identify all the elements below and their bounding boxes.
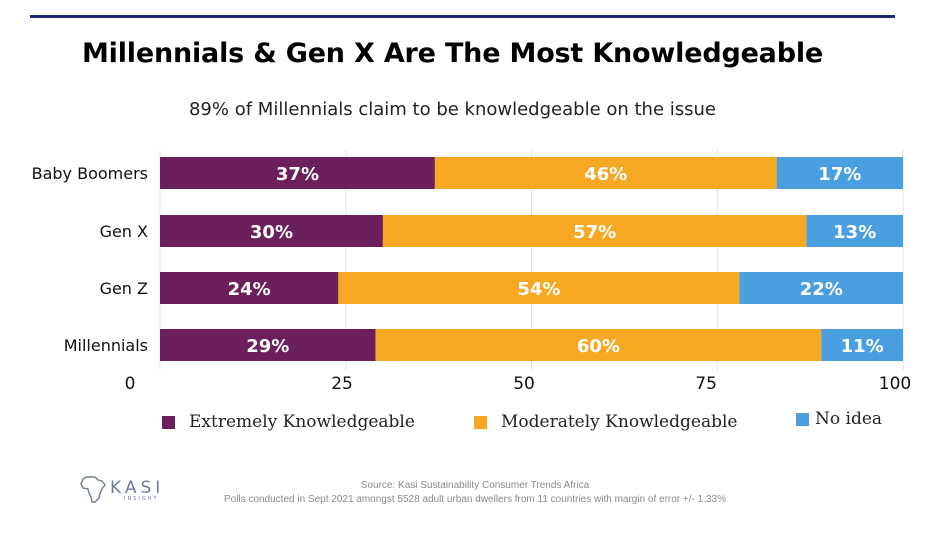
bar-segment <box>375 329 822 361</box>
data-label: 37% <box>276 164 319 185</box>
x-tick-label: 75 <box>695 374 717 394</box>
data-label: 60% <box>577 336 620 357</box>
stacked-bar-chart: 0 25 50 75 100 Baby Boomers Gen X Gen Z Millenni… <box>32 150 911 394</box>
bar-segment <box>806 215 903 247</box>
data-label: 46% <box>584 164 627 185</box>
data-label: 54% <box>517 279 560 300</box>
africa-map-icon <box>80 476 106 503</box>
data-label: 24% <box>228 279 271 300</box>
legend-label-extremely: Extremely Knowledgeable <box>189 412 415 432</box>
legend-swatch-moderately <box>474 415 487 429</box>
logo-tagline: INSIGHT <box>124 496 159 502</box>
x-tick-label: 0 <box>125 374 136 394</box>
legend-swatch-extremely <box>162 415 175 429</box>
bar-segment <box>160 329 376 361</box>
data-label: 30% <box>250 222 293 243</box>
x-tick-label: 100 <box>879 374 911 394</box>
data-label: 22% <box>800 279 843 300</box>
data-label: 17% <box>818 164 861 185</box>
category-label: Millennials <box>64 336 148 355</box>
legend-item-extremely: Extremely Knowledgeable <box>162 412 415 432</box>
category-label: Gen X <box>100 222 148 241</box>
x-tick-label: 50 <box>513 374 535 394</box>
bar-segment <box>776 157 903 189</box>
legend-item-no-idea: No idea <box>796 409 882 429</box>
bar-segment <box>821 329 903 361</box>
bar-segment <box>338 272 740 304</box>
legend-label-moderately: Moderately Knowledgeable <box>501 412 738 432</box>
top-rule <box>30 15 895 18</box>
bar-segment <box>160 157 435 189</box>
legend-swatch-no-idea <box>796 412 809 426</box>
chart-subtitle: 89% of Millennials claim to be knowledge… <box>188 99 717 120</box>
category-label: Gen Z <box>100 279 148 298</box>
data-label: 13% <box>833 222 876 243</box>
data-label: 57% <box>573 222 616 243</box>
bar-segment <box>739 272 903 304</box>
legend-label-no-idea: No idea <box>815 409 883 429</box>
source-line-2: Polls conducted in Sept 2021 amongst 552… <box>223 494 727 505</box>
kasi-logo: KASI INSIGHT <box>80 476 164 504</box>
data-label: 11% <box>841 336 884 357</box>
bar-segment <box>160 272 339 304</box>
bar-segment <box>382 215 807 247</box>
chart-title: Millennials & Gen X Are The Most Knowled… <box>82 38 823 69</box>
category-label: Baby Boomers <box>32 164 148 183</box>
x-tick-label: 25 <box>331 374 353 394</box>
source-line-1: Source: Kasi Sustainability Consumer Tre… <box>360 480 590 491</box>
data-label: 29% <box>246 336 289 357</box>
source-note: Source: Kasi Sustainability Consumer Tre… <box>180 479 770 507</box>
logo-text: KASI <box>110 478 165 498</box>
bar-segment <box>160 215 383 247</box>
bar-segment <box>434 157 777 189</box>
legend-item-moderately: Moderately Knowledgeable <box>474 412 737 432</box>
